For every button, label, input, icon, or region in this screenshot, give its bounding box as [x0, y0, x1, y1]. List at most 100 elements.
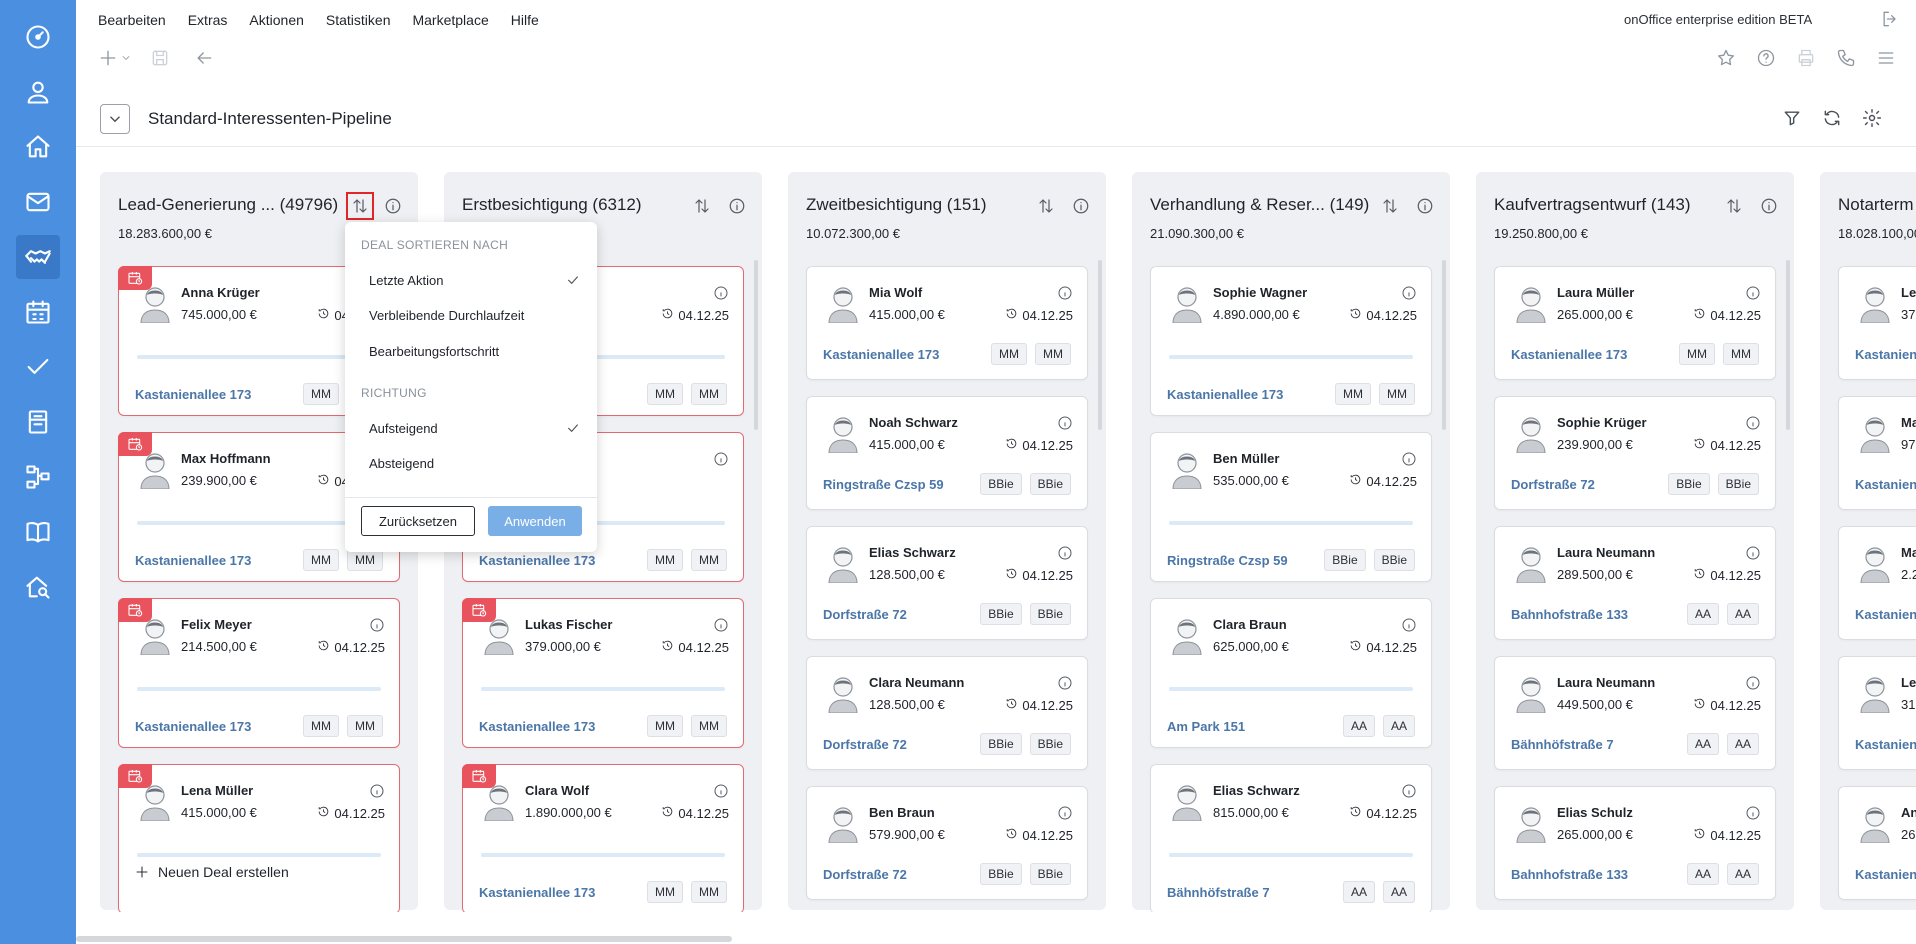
menu-extras[interactable]: Extras — [187, 12, 228, 28]
deal-card[interactable]: Le 319 Kastanienalle — [1838, 656, 1916, 770]
property-address[interactable]: Kastanienallee 173 — [479, 719, 596, 734]
property-address[interactable]: Dorfstraße 72 — [823, 607, 907, 622]
deal-card[interactable]: Ma 975 Kastanienalle — [1838, 396, 1916, 510]
tasks-icon[interactable] — [16, 345, 60, 389]
column-scrollbar[interactable] — [1098, 260, 1102, 430]
property-address[interactable]: Dorfstraße 72 — [823, 867, 907, 882]
contacts-icon[interactable] — [16, 70, 60, 114]
property-search-icon[interactable] — [16, 565, 60, 609]
property-address[interactable]: Bahnhofstraße 133 — [1511, 607, 1629, 622]
reset-button[interactable]: Zurücksetzen — [361, 506, 475, 536]
info-icon[interactable] — [369, 617, 385, 636]
info-icon[interactable] — [1057, 285, 1073, 304]
help-icon[interactable] — [1756, 48, 1776, 71]
info-icon[interactable] — [1757, 194, 1781, 218]
info-icon[interactable] — [1745, 545, 1761, 564]
calendar-icon[interactable] — [16, 290, 60, 334]
workflow-icon[interactable] — [16, 455, 60, 499]
deal-card[interactable]: Clara Neumann 128.500,00 € 04.12.25 Dorfstr… — [806, 656, 1088, 770]
deals-icon[interactable] — [16, 235, 60, 279]
info-icon[interactable] — [1745, 675, 1761, 694]
property-address[interactable]: Kastanienalle — [1855, 737, 1916, 752]
property-address[interactable]: Am Park 151 — [1167, 719, 1246, 734]
info-icon[interactable] — [1413, 194, 1437, 218]
deal-card[interactable]: Ben Braun 579.900,00 € 04.12.25 Dorfstraße … — [806, 786, 1088, 900]
property-address[interactable]: Bähnhöfstraße 7 — [1511, 737, 1614, 752]
files-icon[interactable] — [16, 400, 60, 444]
deal-card[interactable]: Le 379 Kastanienalle — [1838, 266, 1916, 380]
deal-card[interactable]: Laura Neumann 449.500,00 € 04.12.25 Bähnhöf… — [1494, 656, 1776, 770]
back-arrow-icon[interactable] — [194, 48, 214, 71]
pipeline-select-button[interactable] — [100, 104, 130, 134]
chevron-down-icon[interactable] — [120, 52, 132, 67]
gear-icon[interactable] — [1862, 108, 1882, 131]
property-address[interactable]: Kastanienallee 173 — [135, 553, 252, 568]
deal-card[interactable]: Laura Müller 265.000,00 € 04.12.25 Kastanie… — [1494, 266, 1776, 380]
sort-option-last-action[interactable]: Letzte Aktion — [369, 272, 581, 288]
info-icon[interactable] — [725, 194, 749, 218]
info-icon[interactable] — [1745, 415, 1761, 434]
menu-statistiken[interactable]: Statistiken — [325, 12, 391, 28]
info-icon[interactable] — [1057, 805, 1073, 824]
deal-card[interactable]: Lukas Fischer 379.000,00 € 04.12.25 Kastani… — [462, 598, 744, 748]
deal-card[interactable]: Laura Neumann 289.500,00 € 04.12.25 Bahnhof… — [1494, 526, 1776, 640]
deal-card[interactable]: Mia Wolf 415.000,00 € 04.12.25 Kastanienall… — [806, 266, 1088, 380]
property-address[interactable]: Kastanienallee 173 — [1511, 347, 1628, 362]
info-icon[interactable] — [1069, 194, 1093, 218]
property-address[interactable]: Kastanienallee 173 — [479, 553, 596, 568]
deal-card[interactable]: Ma 2.2 Kastanienalle — [1838, 526, 1916, 640]
menu-hilfe[interactable]: Hilfe — [510, 12, 539, 28]
info-icon[interactable] — [1401, 783, 1417, 802]
deal-card[interactable]: Lena Müller 415.000,00 € 04.12.25 — [118, 764, 400, 912]
property-address[interactable]: Kastanienalle — [1855, 867, 1916, 882]
deal-card[interactable]: Clara Wolf 1.890.000,00 € 04.12.25 Kastanie… — [462, 764, 744, 912]
deal-card[interactable]: Elias Schwarz 128.500,00 € 04.12.25 Dorfstr… — [806, 526, 1088, 640]
info-icon[interactable] — [1057, 545, 1073, 564]
direction-option-descending[interactable]: Absteigend — [369, 456, 581, 471]
info-icon[interactable] — [713, 285, 729, 304]
menu-aktionen[interactable]: Aktionen — [249, 12, 304, 28]
new-deal-button[interactable]: Neuen Deal erstellen — [134, 864, 289, 880]
column-scrollbar[interactable] — [1786, 260, 1790, 430]
info-icon[interactable] — [1745, 285, 1761, 304]
deal-card[interactable]: Elias Schulz 265.000,00 € 04.12.25 Bahnhofs… — [1494, 786, 1776, 900]
column-scrollbar[interactable] — [754, 260, 758, 430]
horizontal-scrollbar[interactable] — [76, 936, 732, 942]
sort-icon[interactable] — [1032, 192, 1060, 220]
info-icon[interactable] — [1401, 617, 1417, 636]
property-address[interactable]: Bähnhöfstraße 7 — [1167, 885, 1270, 900]
property-address[interactable]: Kastanienallee 173 — [135, 719, 252, 734]
property-address[interactable]: Kastanienalle — [1855, 607, 1916, 622]
phone-icon[interactable] — [1836, 48, 1856, 71]
deal-card[interactable]: Ben Müller 535.000,00 € 04.12.25 Ringstraße… — [1150, 432, 1432, 582]
property-address[interactable]: Kastanienalle — [1855, 477, 1916, 492]
info-icon[interactable] — [1401, 451, 1417, 470]
sort-option-remaining-time[interactable]: Verbleibende Durchlaufzeit — [369, 308, 581, 323]
info-icon[interactable] — [713, 451, 729, 470]
deal-card[interactable]: An 265 Kastanienalle — [1838, 786, 1916, 900]
sort-icon[interactable] — [1376, 192, 1404, 220]
deal-card[interactable]: Noah Schwarz 415.000,00 € 04.12.25 Ringstra… — [806, 396, 1088, 510]
column-scrollbar[interactable] — [1442, 260, 1446, 430]
property-address[interactable]: Dorfstraße 72 — [823, 737, 907, 752]
info-icon[interactable] — [1401, 285, 1417, 304]
property-address[interactable]: Ringstraße Czsp 59 — [1167, 553, 1288, 568]
book-icon[interactable] — [16, 510, 60, 554]
property-address[interactable]: Kastanienallee 173 — [823, 347, 940, 362]
apply-button[interactable]: Anwenden — [488, 506, 582, 536]
sort-icon[interactable] — [1720, 192, 1748, 220]
mail-icon[interactable] — [16, 180, 60, 224]
sort-icon[interactable] — [688, 192, 716, 220]
star-icon[interactable] — [1716, 48, 1736, 71]
info-icon[interactable] — [381, 194, 405, 218]
info-icon[interactable] — [713, 783, 729, 802]
logout-icon[interactable] — [1880, 9, 1900, 32]
property-address[interactable]: Kastanienallee 173 — [135, 387, 252, 402]
add-icon[interactable] — [98, 48, 118, 71]
dashboard-icon[interactable] — [16, 15, 60, 59]
menu-bearbeiten[interactable]: Bearbeiten — [98, 12, 166, 28]
property-address[interactable]: Bahnhofstraße 133 — [1511, 867, 1629, 882]
refresh-icon[interactable] — [1822, 108, 1842, 131]
direction-option-ascending[interactable]: Aufsteigend — [369, 420, 581, 436]
info-icon[interactable] — [713, 617, 729, 636]
